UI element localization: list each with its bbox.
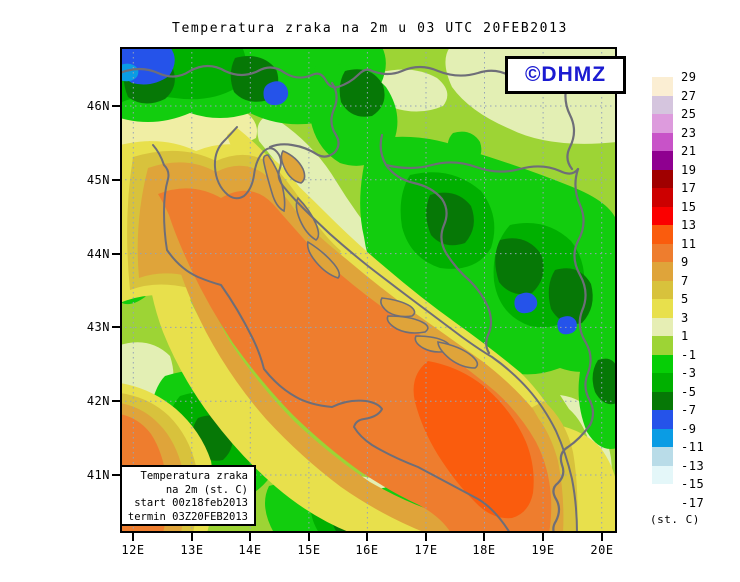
colorbar-tick-label: 25 [681,107,697,121]
colorbar-tick-label: 9 [681,255,689,269]
lon-tick-mark [483,533,485,541]
colorbar-tick-label: -11 [681,440,705,454]
lat-tick-label: 43N [86,320,110,334]
lat-tick-label: 41N [86,468,110,482]
colorbar-swatch [652,299,673,318]
lon-tick-mark [249,533,251,541]
colorbar-tick-label: -5 [681,384,697,399]
adriatic-islands [262,150,479,369]
colorbar-swatch [652,447,673,466]
lon-tick-mark [191,533,193,541]
lon-tick-mark [308,533,310,541]
lat-tick-label: 45N [86,173,110,187]
lat-tick-label: 42N [86,394,110,408]
dhmz-watermark-text: ©DHMZ [524,63,607,86]
lon-tick-mark [542,533,544,541]
colorbar-swatch [652,317,673,336]
colorbar-swatch [652,391,673,410]
lat-tick-mark [112,326,120,328]
colorbar-swatch [652,484,673,503]
colorbar-tick-label: 5 [681,292,689,306]
legend-line-2: na 2m (st. C) [165,483,248,496]
colorbar-swatch [652,280,673,299]
coastlines [152,126,578,533]
colorbar-tick-label: -3 [681,366,697,380]
colorbar-swatch [652,354,673,373]
colorbar-swatch [652,95,673,114]
colorbar-swatch [652,410,673,429]
lat-tick-mark [112,105,120,107]
lon-tick-label: 12E [121,543,145,557]
weather-map [120,47,617,533]
lon-tick-mark [425,533,427,541]
colorbar-swatch [652,169,673,188]
colorbar-swatch [652,225,673,244]
legend-line-3: start 00z18feb2013 [134,497,248,509]
colorbar-tick-label: -7 [681,403,697,417]
lon-tick-label: 13E [180,543,204,557]
lon-tick-label: 16E [355,543,379,557]
map-frame [120,47,617,533]
colorbar-swatch [652,428,673,447]
graticule [120,47,617,533]
colorbar-tick-label: -15 [681,477,705,491]
colorbar-tick-label: -17 [681,495,705,510]
legend-box: Temperatura zraka na 2m (st. C) start 00… [120,465,256,526]
lat-tick-label: 46N [86,99,110,113]
colorbar-tick-label: 29 [681,70,697,84]
lon-tick-label: 14E [238,543,262,557]
colorbar-tick-label: 15 [681,199,697,214]
legend-line-4: termin 03Z20FEB2013 [127,510,248,523]
colorbar-unit-label: (st. C) [650,513,700,526]
lat-tick-mark [112,474,120,476]
colorbar-swatch [652,336,673,355]
lon-tick-mark [601,533,603,541]
lat-tick-mark [112,179,120,181]
lon-tick-mark [132,533,134,541]
colorbar-tick-label: 19 [681,162,697,177]
lon-tick-mark [366,533,368,541]
colorbar-swatch [652,206,673,225]
lat-tick-mark [112,253,120,255]
lon-tick-label: 19E [531,543,555,557]
lat-tick-label: 44N [86,247,110,261]
lat-tick-mark [112,400,120,402]
colorbar-tick-label: 27 [681,88,697,103]
lon-tick-label: 18E [472,543,496,557]
dhmz-watermark: ©DHMZ [505,56,626,94]
colorbar-tick-label: 7 [681,273,689,288]
colorbar-swatch [652,151,673,170]
chart-title: Temperatura zraka na 2m u 03 UTC 20FEB20… [172,21,568,36]
legend-line-1: Temperatura zraka [140,470,248,482]
lon-tick-label: 15E [297,543,321,557]
temperature-fill-layers [120,47,617,533]
colorbar-tick-label: -1 [681,347,697,362]
colorbar-swatch [652,262,673,281]
colorbar-swatch [652,373,673,392]
colorbar-swatch [652,188,673,207]
lon-tick-label: 20E [590,543,614,557]
colorbar-tick-label: -13 [681,458,705,473]
colorbar-swatch [652,77,673,96]
colorbar-tick-label: 13 [681,218,697,232]
colorbar-tick-label: 21 [681,144,697,158]
colorbar-tick-label: 17 [681,181,697,195]
colorbar-swatch [652,243,673,262]
colorbar-tick-label: 23 [681,125,697,140]
colorbar-swatch [652,132,673,151]
colorbar-tick-label: 1 [681,329,689,343]
colorbar-tick-label: -9 [681,421,697,436]
colorbar-tick-label: 11 [681,236,697,251]
colorbar-tick-label: 3 [681,310,689,325]
lon-tick-label: 17E [414,543,438,557]
colorbar-swatch [652,114,673,133]
colorbar-swatch [652,465,673,484]
